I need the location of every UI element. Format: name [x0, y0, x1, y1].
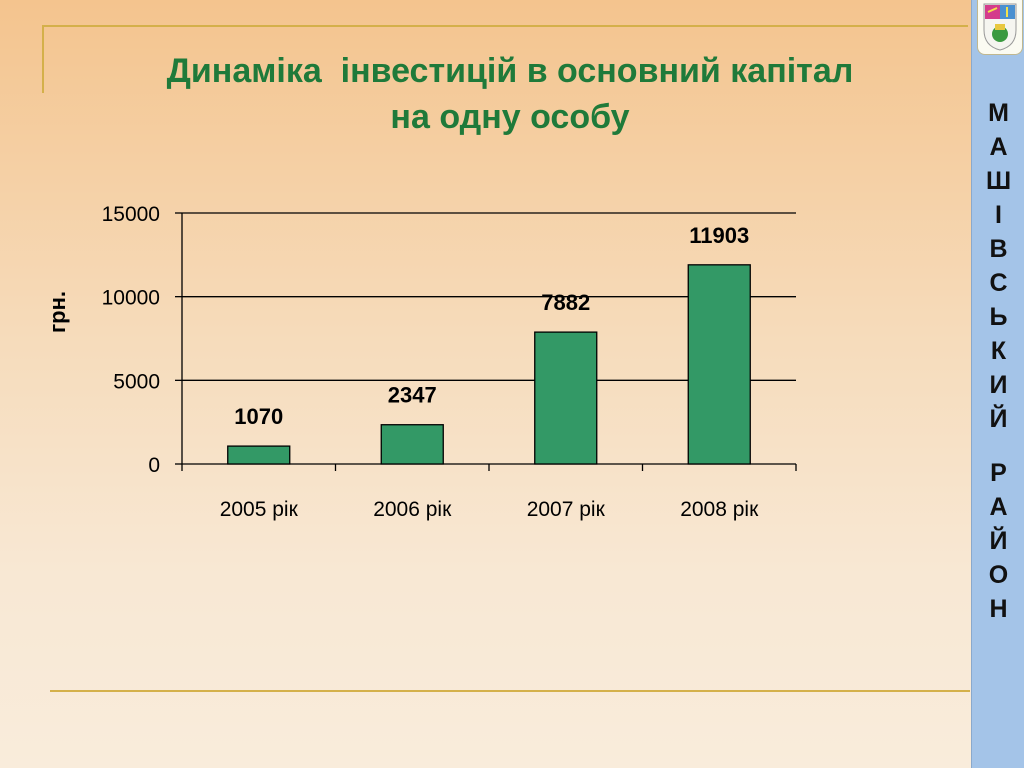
bar — [534, 331, 598, 465]
bar-value-label: 7882 — [541, 290, 590, 315]
frame-top-line — [42, 25, 968, 27]
y-tick-label: 10000 — [102, 287, 160, 310]
bar-value-label: 2347 — [388, 383, 437, 408]
bar — [380, 424, 444, 465]
x-category-label: 2008 рік — [680, 498, 759, 521]
x-category-label: 2005 рік — [220, 498, 299, 521]
sidebar-letter: А — [989, 493, 1008, 521]
sidebar-letter-gap — [972, 436, 1024, 456]
y-tick-label: 0 — [148, 454, 160, 477]
sidebar-letter: М — [988, 99, 1009, 127]
slide-title-line-2: на одну особу — [390, 98, 630, 136]
y-axis-label: грн. — [45, 291, 70, 333]
bar — [687, 264, 751, 465]
district-emblem-icon — [977, 0, 1023, 55]
sidebar-letter: С — [989, 269, 1008, 297]
x-category-label: 2006 рік — [373, 498, 452, 521]
sidebar-letter: К — [990, 337, 1007, 365]
sidebar-letter: И — [989, 371, 1008, 399]
frame-bottom-line — [50, 690, 970, 692]
y-tick-label: 15000 — [102, 203, 160, 226]
sidebar-letter: Й — [989, 527, 1008, 555]
sidebar-letter: І — [995, 201, 1002, 229]
bar-value-label: 11903 — [689, 223, 749, 248]
bar-value-label: 1070 — [234, 404, 283, 429]
investment-bar-chart: 0 5000 10000 15000 грн. 1070 2005 рік 2347 2006 … — [45, 203, 797, 521]
sidebar-letter: Н — [989, 595, 1008, 623]
slide-title: Динаміка інвестицій в основний капітал н… — [60, 48, 960, 140]
x-category-label: 2007 рік — [527, 498, 606, 521]
bar — [227, 445, 291, 465]
sidebar-letter: Й — [989, 405, 1008, 433]
sidebar-letter: Ь — [989, 303, 1008, 331]
sidebar-letter: О — [988, 561, 1009, 589]
frame-left-line — [42, 25, 44, 93]
sidebar-letter: А — [989, 133, 1008, 161]
sidebar-letter: В — [989, 235, 1008, 263]
sidebar-letter: Р — [990, 459, 1007, 487]
sidebar-letter: Ш — [985, 167, 1012, 195]
slide-title-line-1: Динаміка інвестицій в основний капітал — [166, 52, 854, 90]
y-tick-label: 5000 — [113, 370, 160, 393]
